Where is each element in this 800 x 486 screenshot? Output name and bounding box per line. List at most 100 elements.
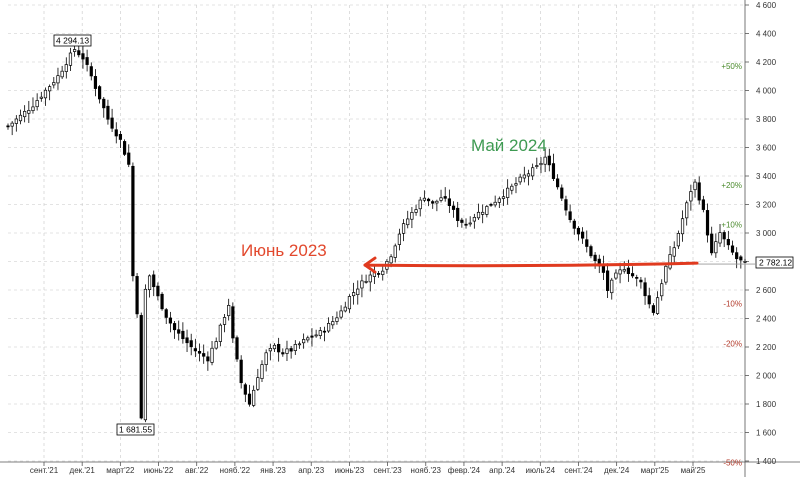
x-tick-label: март'22 <box>106 466 135 475</box>
y-tick-label: 2 600 <box>756 286 777 295</box>
candle-body <box>630 273 635 277</box>
candle-body <box>48 86 52 92</box>
candle-body <box>135 276 139 315</box>
y-tick-label: 3 200 <box>756 201 777 210</box>
candle-body <box>306 337 310 341</box>
candle-body <box>651 305 655 313</box>
candle-body <box>456 207 460 221</box>
candle-body <box>414 209 418 213</box>
candle-body <box>718 232 722 244</box>
candle-body <box>481 211 485 215</box>
candle-body <box>281 352 285 355</box>
candle-body <box>77 50 81 56</box>
x-tick-label: апр.'23 <box>298 466 324 475</box>
candle-body <box>343 306 347 312</box>
candle-body <box>526 173 531 177</box>
candle-body <box>543 156 547 165</box>
candle-body <box>160 293 164 310</box>
high-label-box: 4 294.13 <box>53 34 92 47</box>
candle-body <box>439 197 443 201</box>
candle-body <box>177 329 181 334</box>
x-tick-label: авг.'22 <box>185 466 209 475</box>
y-tick-label: 3 400 <box>756 172 777 181</box>
candle-body <box>297 343 302 346</box>
candle-body <box>285 348 289 354</box>
candle-body <box>693 181 697 191</box>
candle-body <box>535 165 539 167</box>
candle-body <box>172 323 177 331</box>
candle-body <box>102 98 106 109</box>
candle-body <box>73 49 77 52</box>
candle-body <box>610 279 614 294</box>
y-tick-label: 3 000 <box>756 229 777 238</box>
candle-body <box>568 211 572 221</box>
candle-body <box>593 254 597 262</box>
y-tick-label: 4 400 <box>756 30 777 39</box>
arrow-head <box>363 256 377 274</box>
candle-body <box>510 185 514 191</box>
candle-body <box>93 76 98 89</box>
candle-body <box>485 206 489 215</box>
high-label: 4 294.13 <box>56 36 89 46</box>
candle-body <box>393 245 397 258</box>
candle-body <box>701 199 705 210</box>
last-price-label: 2 782.12 <box>759 258 792 268</box>
candle-body <box>714 241 718 254</box>
candle-body <box>277 343 281 353</box>
y-tick-label: 1 400 <box>756 457 777 466</box>
candle-body <box>668 254 672 269</box>
candle-body <box>672 247 676 257</box>
candle-body <box>122 141 127 155</box>
candle-body <box>710 233 714 254</box>
x-tick-label: дек.'21 <box>70 466 96 475</box>
candle-body <box>56 75 60 84</box>
candle-body <box>185 337 189 344</box>
candle-body <box>168 317 172 324</box>
y-tick-label: 2 000 <box>756 372 777 381</box>
candle-body <box>143 288 148 421</box>
candle-body <box>556 178 560 188</box>
candle-body <box>389 256 393 264</box>
x-tick-label: апр.'24 <box>489 466 515 475</box>
y-tick-label: 3 600 <box>756 144 777 153</box>
candle-body <box>689 191 693 202</box>
candle-body <box>231 306 235 339</box>
candle-body <box>418 199 422 210</box>
candle-body <box>68 52 73 66</box>
candle-body <box>431 201 435 204</box>
candle-body <box>302 339 306 344</box>
candle-body <box>726 239 730 246</box>
candle-body <box>639 279 643 283</box>
candle-body <box>493 201 497 206</box>
candle-body <box>572 220 576 229</box>
candle-body <box>131 165 135 277</box>
candle-body <box>289 348 293 352</box>
candle-body <box>489 203 493 206</box>
candle-body <box>655 297 660 314</box>
candle-body <box>360 280 364 289</box>
candle-body <box>85 57 89 65</box>
candle-body <box>435 200 439 204</box>
candle-body <box>576 227 581 235</box>
candle-body <box>680 218 685 235</box>
x-tick-label: нояб.'23 <box>411 466 442 475</box>
candle-body <box>181 330 185 340</box>
candle-body <box>218 324 222 342</box>
candle-body <box>443 196 447 199</box>
candle-body <box>589 246 593 257</box>
percent-level-label: +20% <box>721 181 742 190</box>
candle-body <box>152 274 156 288</box>
candle-body <box>622 269 626 272</box>
percent-level-label: -10% <box>723 300 742 309</box>
candle-body <box>318 330 322 336</box>
candle-body <box>735 252 739 260</box>
candle-body <box>722 232 726 240</box>
candle-body <box>560 187 564 199</box>
candle-body <box>351 292 356 297</box>
candle-body <box>531 167 535 177</box>
candles <box>6 42 747 423</box>
candle-body <box>110 117 114 129</box>
candle-body <box>98 86 102 100</box>
candle-body <box>14 118 18 124</box>
